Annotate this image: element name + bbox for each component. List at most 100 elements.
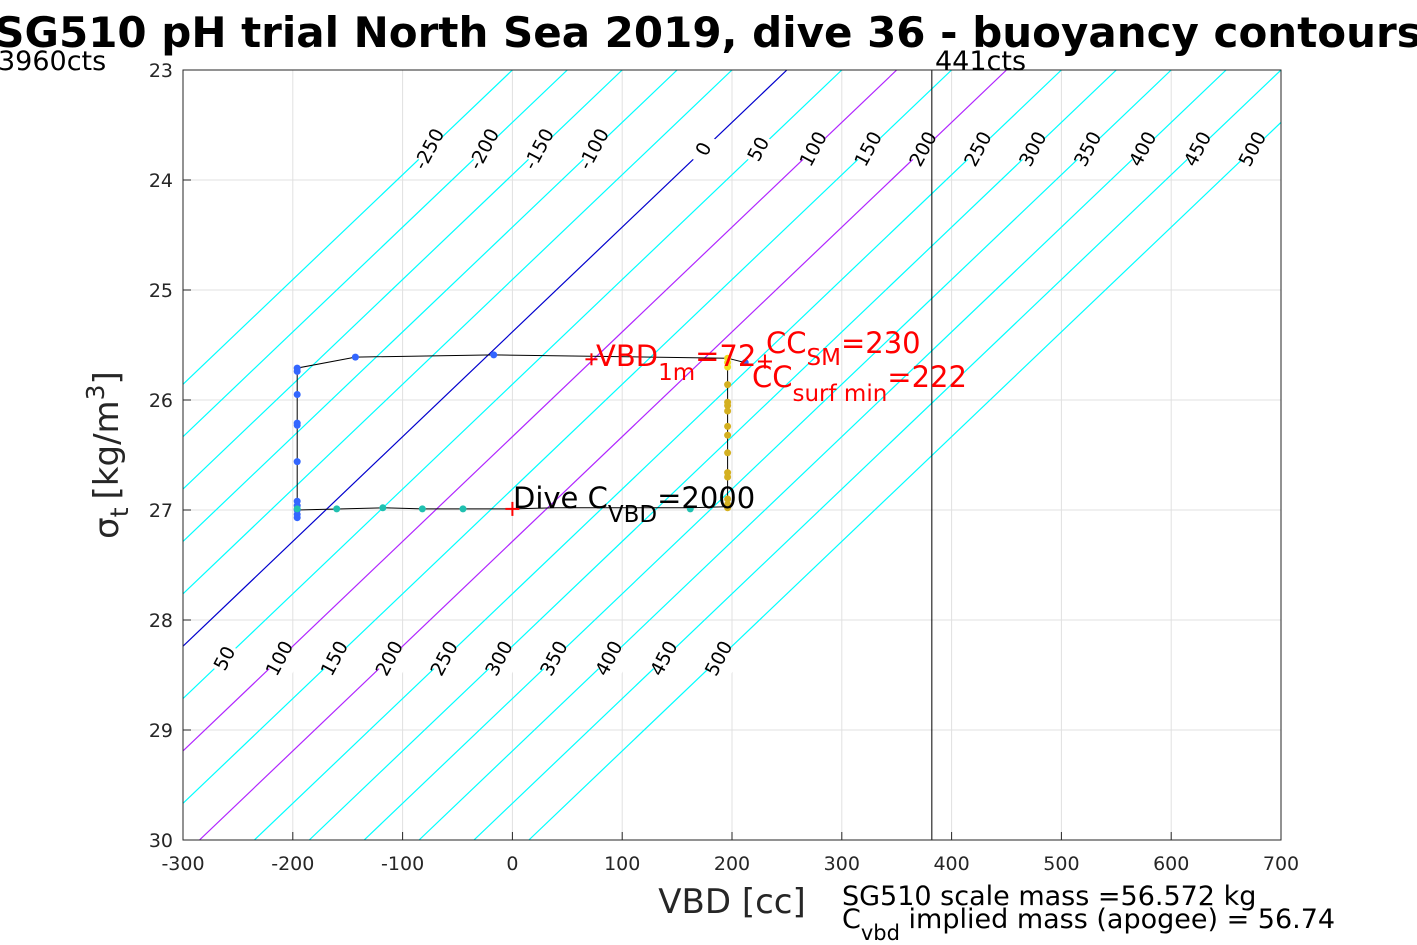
- x-tick-label: 500: [1043, 853, 1079, 875]
- contour-line-450: [473, 70, 1281, 840]
- x-tick-label: -100: [381, 853, 424, 875]
- contour-line--250: [183, 70, 513, 386]
- data-point: [724, 469, 732, 477]
- y-tick-label: 27: [149, 500, 173, 522]
- right-count-label: 441cts: [935, 46, 1026, 77]
- contour-label-bottom-bg: [696, 637, 742, 680]
- data-point: [293, 505, 301, 513]
- y-label-unit: [kg/m: [87, 400, 127, 499]
- contour-label-bottom-bg: [531, 637, 577, 680]
- left-count-label: 3960cts: [0, 46, 106, 77]
- data-point: [418, 505, 426, 513]
- data-point: [724, 501, 732, 508]
- contour-label-top-bg: [901, 128, 946, 171]
- y-tick-label: 24: [149, 170, 173, 192]
- chart-title: SG510 pH trial North Sea 2019, dive 36 -…: [0, 8, 1417, 57]
- contour-line-0: [183, 70, 788, 648]
- y-tick-label: 29: [149, 720, 173, 742]
- y-tick-label: 26: [149, 390, 173, 412]
- y-label-sigma: σ: [87, 517, 127, 539]
- contour-label-top-bg: [1175, 128, 1221, 171]
- x-tick-label: 300: [824, 853, 860, 875]
- vbd-1m-main: VBD: [596, 339, 658, 373]
- data-point: [293, 364, 301, 372]
- y-label-close: ]: [87, 371, 127, 384]
- vbd-1m-sub: 1m: [658, 360, 695, 386]
- contour-line--50: [183, 70, 733, 595]
- x-tick-label: 200: [714, 853, 750, 875]
- y-label-sup: 3: [81, 384, 110, 400]
- cc-sm-sub: SM: [807, 345, 841, 371]
- contour-label-bottom-bg: [312, 637, 358, 680]
- contour-label-top-bg: [791, 128, 837, 171]
- contour-line-150: [183, 70, 953, 805]
- contour-label-top-bg: [681, 128, 727, 171]
- contour-labels: -250 -200 -150 -100 0 50 100 150 200 250 300 350 400…: [202, 125, 1276, 680]
- contour-label-top-bg: [955, 128, 1001, 171]
- contour-label-top-bg: [571, 128, 617, 171]
- contour-line-400: [418, 70, 1227, 840]
- contour-line--100: [183, 70, 678, 543]
- x-tick-label: -200: [271, 853, 314, 875]
- contour-label-top-bg: [846, 128, 892, 171]
- data-point: [686, 505, 694, 513]
- contour-label-bottom-bg: [586, 637, 632, 680]
- cc-surf-min-sub: surf min: [793, 381, 888, 407]
- x-tick-label: 400: [933, 853, 969, 875]
- contour-line-500: [528, 121, 1281, 840]
- contour-line-100: [183, 70, 898, 752]
- contour-line--150: [183, 70, 623, 490]
- dive-c-vbd-value: =2000: [657, 481, 755, 515]
- data-point: [724, 381, 732, 389]
- data-point: [379, 504, 387, 512]
- cc-surf-min-main: CC: [752, 360, 793, 394]
- data-point: [490, 351, 498, 359]
- dive-c-vbd-sub: VBD: [608, 502, 657, 528]
- contour-label-bottom-bg: [257, 637, 303, 680]
- x-tick-label: 700: [1263, 853, 1299, 875]
- data-point: [724, 354, 732, 362]
- contour-line-50: [183, 70, 843, 700]
- data-point: [293, 497, 301, 505]
- x-axis-label: VBD [cc]: [658, 882, 806, 922]
- markers: [505, 353, 772, 516]
- footer-scale-mass: SG510 scale mass =56.572 kg: [842, 881, 1256, 912]
- footer-c-main: C: [842, 904, 861, 935]
- contour-lines: [183, 70, 1281, 840]
- data-point: [724, 407, 732, 415]
- cc-surf-min-annotation: CCsurf min=222: [752, 360, 967, 407]
- vbd-1m-value: =72: [695, 339, 756, 373]
- y-tick-label: 25: [149, 280, 173, 302]
- data-point: [333, 505, 341, 513]
- x-tick-label: 0: [506, 853, 518, 875]
- y-tick-label: 28: [149, 610, 173, 632]
- y-tick-label: 23: [149, 60, 173, 82]
- vbd-1m-marker: [585, 353, 598, 366]
- contour-label-top-bg: [736, 128, 782, 171]
- contour-line-350: [363, 70, 1172, 840]
- cc-sm-main: CC: [766, 326, 807, 360]
- contour-label-top-bg: [1120, 128, 1166, 171]
- contour-line-200: [199, 70, 1007, 840]
- data-point: [724, 431, 732, 439]
- y-tick-label: 30: [149, 830, 173, 852]
- dive-c-vbd-main: Dive C: [513, 481, 608, 515]
- data-point: [724, 422, 732, 430]
- contour-line--200: [183, 70, 568, 438]
- data-point: [459, 505, 467, 513]
- contour-label-top-bg: [1010, 128, 1056, 171]
- contour-line-300: [308, 70, 1117, 840]
- footer-c-sub: vbd: [861, 921, 900, 945]
- data-point: [351, 353, 359, 361]
- contour-label-bottom-bg: [422, 637, 468, 680]
- data-point: [724, 495, 732, 503]
- footer-implied-mass: Cvbd implied mass (apogee) = 56.74: [842, 904, 1335, 945]
- contour-line-250: [253, 70, 1062, 840]
- vbd-1m-annotation: VBD1m=72: [596, 339, 756, 386]
- contour-label-top-bg: [1230, 128, 1276, 171]
- contour-label-bottom-bg: [367, 637, 413, 680]
- data-point: [724, 398, 732, 406]
- cc-sm-annotation: CCSM=230: [766, 326, 921, 371]
- data-points: [293, 351, 749, 522]
